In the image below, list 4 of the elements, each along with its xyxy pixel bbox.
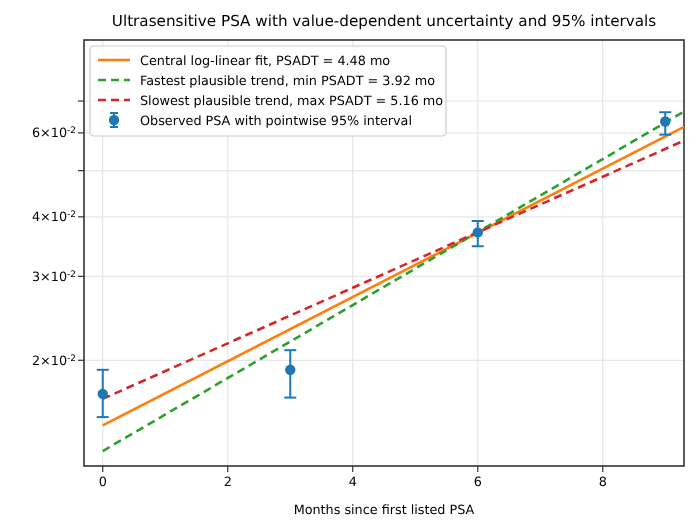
- point: [97, 388, 108, 400]
- point: [285, 364, 296, 376]
- point: [660, 116, 671, 127]
- point: [472, 227, 483, 238]
